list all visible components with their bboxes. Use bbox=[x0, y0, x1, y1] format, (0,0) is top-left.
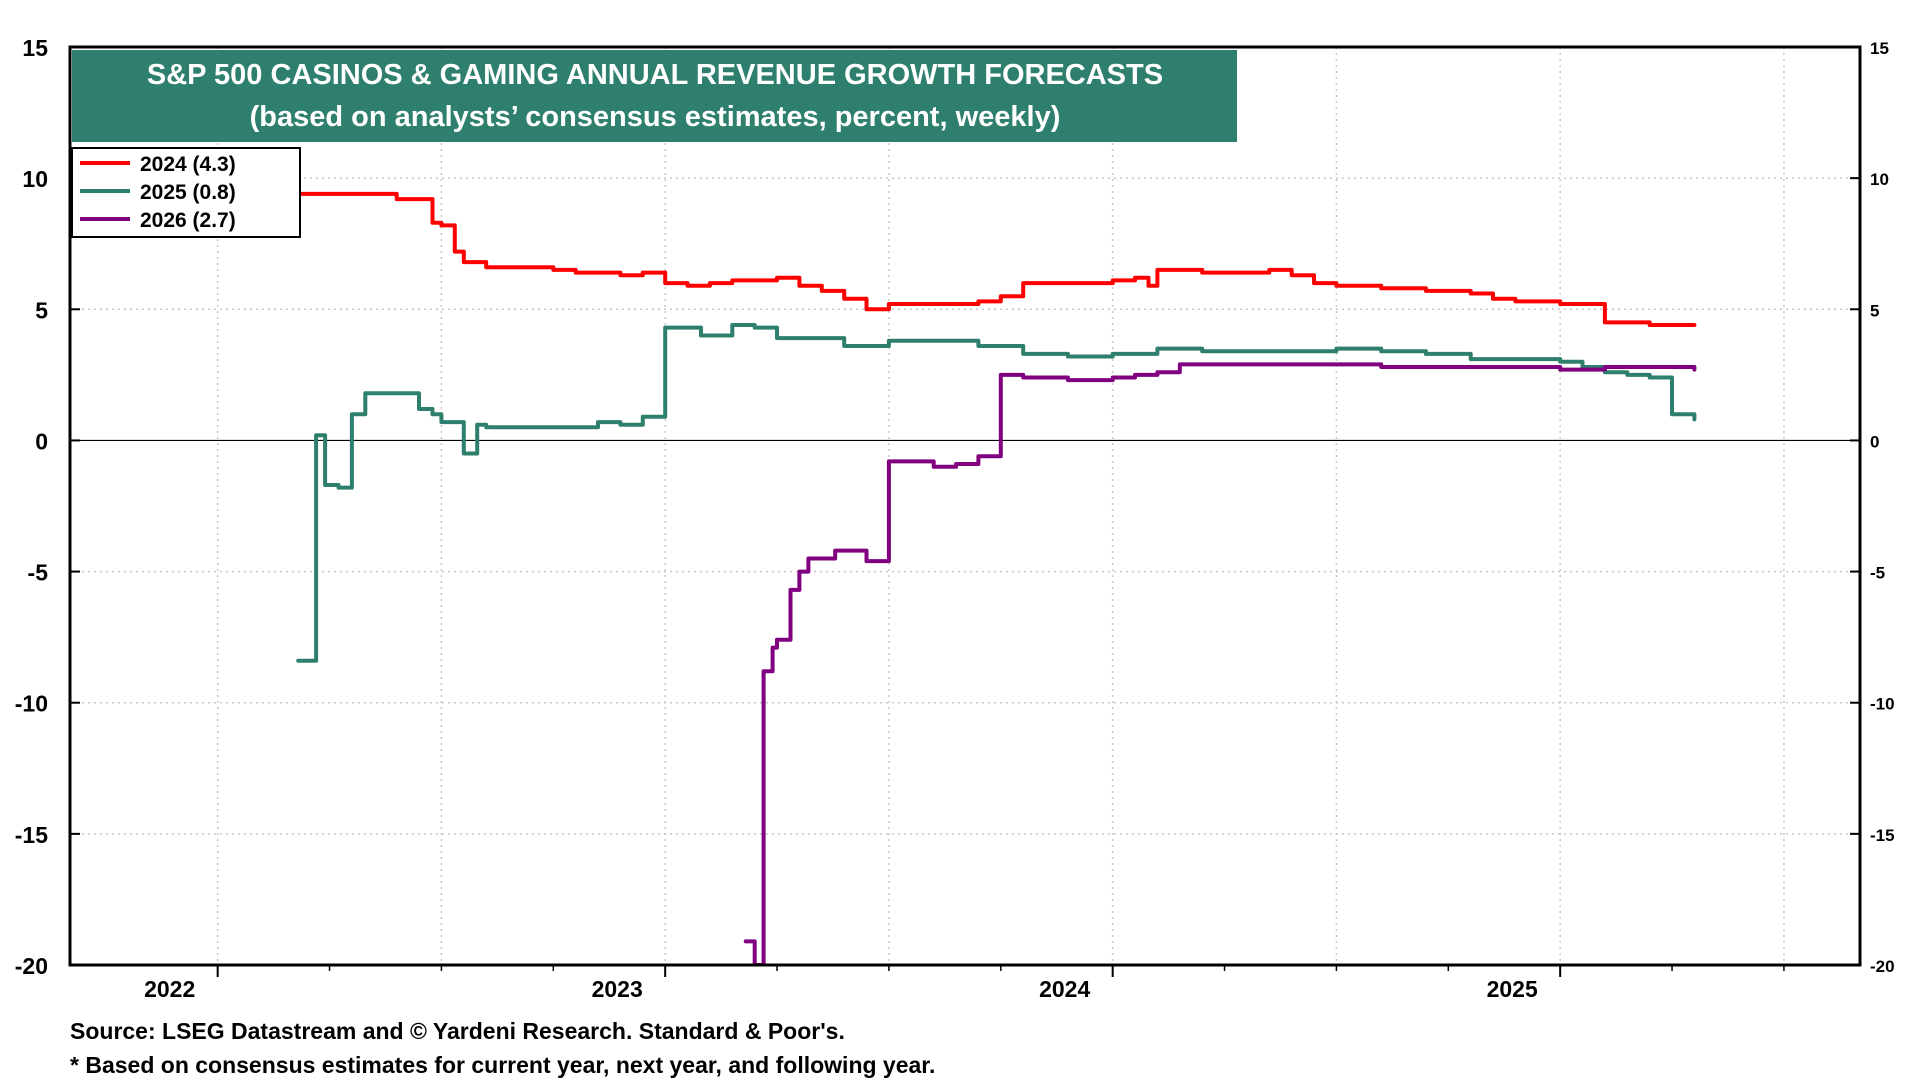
plot-frame bbox=[68, 45, 1862, 967]
x-axis: 2022 2023 2024 2025 bbox=[144, 965, 1785, 1002]
chart-title: S&P 500 CASINOS & GAMING ANNUAL REVENUE … bbox=[147, 59, 1163, 91]
x-tick-label: 2025 bbox=[1487, 976, 1538, 1002]
chart-subtitle: (based on analysts’ consensus estimates,… bbox=[250, 101, 1061, 133]
x-tick-label: 2023 bbox=[592, 976, 643, 1002]
y-tick-label-left: 10 bbox=[22, 166, 48, 192]
y-tick-label-right: 5 bbox=[1870, 301, 1879, 320]
y-tick-label-right: -15 bbox=[1870, 826, 1895, 845]
y-tick-label-left: 5 bbox=[35, 297, 48, 323]
footnote: * Based on consensus estimates for curre… bbox=[70, 1052, 936, 1078]
legend-label-1: 2025 (0.8) bbox=[140, 181, 236, 204]
y-tick-label-left: -5 bbox=[28, 560, 49, 586]
y-tick-label-left: 0 bbox=[35, 428, 48, 454]
title-box: S&P 500 CASINOS & GAMING ANNUAL REVENUE … bbox=[72, 50, 1237, 142]
source-note: Source: LSEG Datastream and © Yardeni Re… bbox=[70, 1018, 845, 1044]
y-tick-label-right: 10 bbox=[1870, 170, 1889, 189]
series-line-2 bbox=[743, 362, 1697, 965]
x-tick-label: 2024 bbox=[1039, 976, 1090, 1002]
y-tick-label-right: -10 bbox=[1870, 695, 1895, 714]
legend: 2024 (4.3) 2025 (0.8) 2026 (2.7) bbox=[71, 147, 301, 238]
legend-label-2: 2026 (2.7) bbox=[140, 209, 236, 232]
y-tick-label-left: -20 bbox=[15, 953, 48, 979]
legend-label-0: 2024 (4.3) bbox=[140, 153, 236, 176]
y-tick-label-right: -5 bbox=[1870, 564, 1885, 583]
grid-layer bbox=[70, 47, 1860, 965]
series-line-0 bbox=[70, 186, 1697, 327]
y-tick-label-right: -20 bbox=[1870, 957, 1895, 976]
y-tick-label-right: 15 bbox=[1870, 39, 1889, 58]
title-background bbox=[72, 50, 1237, 142]
y-tick-label-right: 0 bbox=[1870, 432, 1879, 451]
x-tick-label: 2022 bbox=[144, 976, 195, 1002]
y-axis-right: 15 10 5 0 -5 -10 -15 -20 bbox=[1850, 39, 1895, 976]
y-tick-label-left: -15 bbox=[15, 822, 48, 848]
y-axis-left: 15 10 5 0 -5 -10 -15 -20 bbox=[15, 35, 80, 979]
y-tick-label-left: -10 bbox=[15, 691, 48, 717]
series-layer bbox=[70, 186, 1697, 965]
y-tick-label-left: 15 bbox=[22, 35, 48, 61]
series-line-1 bbox=[296, 323, 1697, 663]
